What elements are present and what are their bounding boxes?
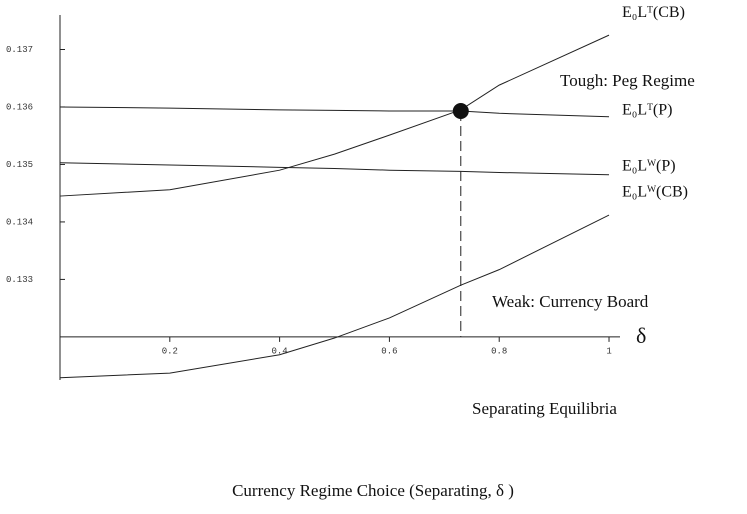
series-label: E₀Lᵂ(P) (622, 157, 676, 174)
series-line (59, 34, 610, 197)
x-tick-label: 0.6 (381, 346, 397, 356)
y-tick-label: 0.133 (6, 275, 33, 285)
y-tick-label: 0.135 (6, 160, 33, 170)
annotation: Tough: Peg Regime (560, 71, 695, 90)
y-tick-label: 0.136 (6, 102, 33, 112)
series-label: E₀Lᵀ(P) (622, 101, 672, 118)
series-line (59, 106, 610, 118)
chart-title: Currency Regime Choice (Separating, δ ) (232, 481, 514, 500)
equilibrium-point (452, 102, 469, 119)
series-label: E₀Lᵀ(CB) (622, 4, 685, 21)
x-tick-label: 0.4 (272, 346, 288, 356)
annotation: Weak: Currency Board (492, 292, 649, 311)
series-label: E₀Lᵂ(CB) (622, 184, 688, 201)
y-tick-label: 0.137 (6, 45, 33, 55)
series-line (59, 162, 610, 176)
x-tick-label: 0.2 (162, 346, 178, 356)
annotation: Separating Equilibria (472, 399, 617, 418)
x-tick-label: 1 (606, 346, 611, 356)
x-axis-label: δ (636, 323, 646, 348)
series-line (59, 214, 610, 379)
x-tick-label: 0.8 (491, 346, 507, 356)
y-tick-label: 0.134 (6, 217, 33, 227)
